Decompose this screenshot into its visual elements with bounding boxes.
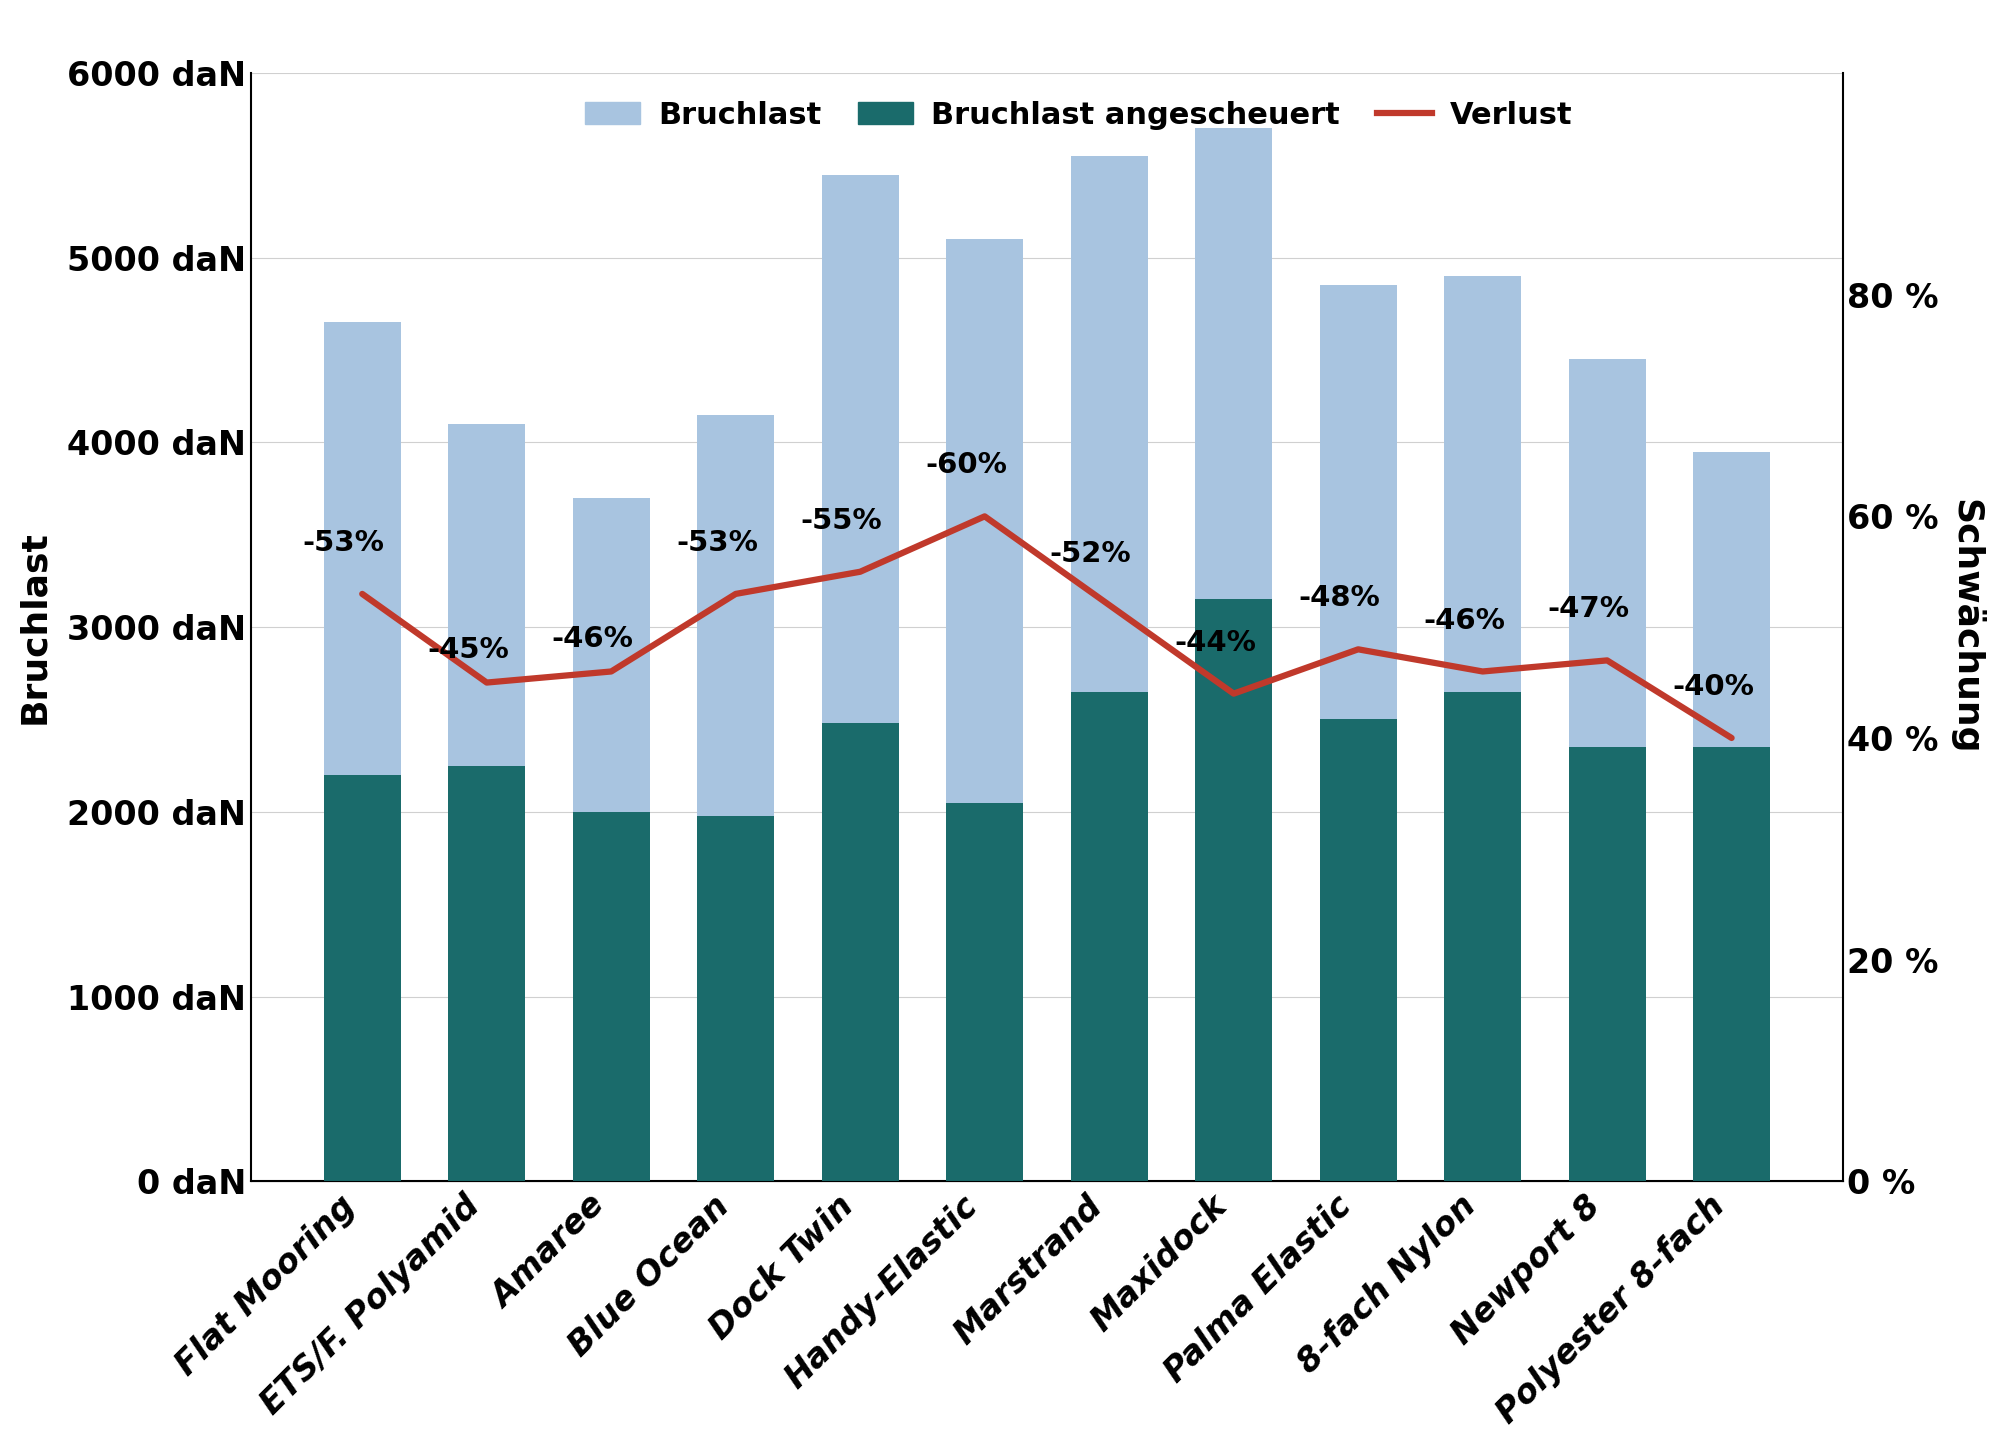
Bar: [946, 239, 1024, 1181]
Bar: [1070, 156, 1148, 1181]
Bar: [822, 175, 898, 1181]
Text: -60%: -60%: [926, 451, 1006, 479]
Bar: [946, 803, 1024, 1181]
Text: -52%: -52%: [1050, 540, 1132, 569]
Text: -55%: -55%: [800, 506, 882, 535]
Bar: [448, 765, 526, 1181]
Text: -53%: -53%: [676, 530, 758, 557]
Bar: [698, 415, 774, 1181]
Bar: [822, 724, 898, 1181]
Text: -48%: -48%: [1298, 585, 1380, 612]
Text: -47%: -47%: [1548, 596, 1630, 624]
Bar: [1320, 719, 1396, 1181]
Text: -40%: -40%: [1672, 673, 1754, 700]
Bar: [1568, 747, 1646, 1181]
Bar: [324, 323, 400, 1181]
Bar: [1444, 692, 1522, 1181]
Bar: [572, 812, 650, 1181]
Text: -46%: -46%: [1424, 606, 1504, 635]
Bar: [1196, 599, 1272, 1181]
Y-axis label: Bruchlast: Bruchlast: [16, 530, 50, 724]
Bar: [1196, 129, 1272, 1181]
Bar: [324, 776, 400, 1181]
Text: -44%: -44%: [1174, 628, 1256, 657]
Bar: [448, 424, 526, 1181]
Bar: [1070, 692, 1148, 1181]
Bar: [1694, 747, 1770, 1181]
Bar: [1444, 276, 1522, 1181]
Text: -53%: -53%: [302, 530, 384, 557]
Y-axis label: Schwächung: Schwächung: [1948, 499, 1984, 755]
Bar: [572, 498, 650, 1181]
Bar: [1694, 451, 1770, 1181]
Text: -46%: -46%: [552, 625, 634, 653]
Bar: [1568, 359, 1646, 1181]
Legend: Bruchlast, Bruchlast angescheuert, Verlust: Bruchlast, Bruchlast angescheuert, Verlu…: [572, 88, 1584, 142]
Text: -45%: -45%: [428, 637, 508, 664]
Bar: [1320, 285, 1396, 1181]
Bar: [698, 816, 774, 1181]
